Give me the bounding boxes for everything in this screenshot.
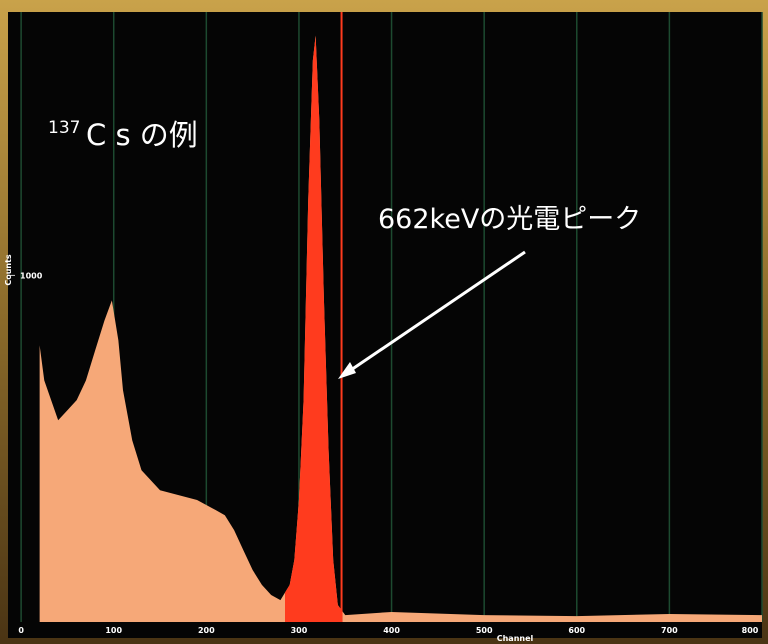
x-tick-label: 700 bbox=[661, 626, 678, 635]
x-tick-label: 600 bbox=[568, 626, 585, 635]
x-axis-label: Channel bbox=[497, 634, 534, 643]
annotation-peak: 662keVの光電ピーク bbox=[378, 204, 641, 235]
x-tick-label: 400 bbox=[383, 626, 400, 635]
x-tick-label: 300 bbox=[291, 626, 308, 635]
x-tick-label: 100 bbox=[105, 626, 122, 635]
roi-band bbox=[285, 621, 341, 622]
page: 137 C s の例 662keVの光電ピーク Counts Channel 0… bbox=[0, 0, 768, 644]
x-tick-label: 0 bbox=[18, 626, 24, 635]
y-tick-label: 1000 bbox=[20, 271, 43, 280]
annotation-isotope: C s の例 bbox=[86, 118, 198, 152]
annotation-mass: 137 bbox=[48, 118, 80, 138]
x-tick-label: 500 bbox=[476, 626, 493, 635]
chart: 137 C s の例 662keVの光電ピーク Counts Channel 0… bbox=[0, 0, 768, 644]
x-tick-label: 200 bbox=[198, 626, 215, 635]
x-tick-label: 800 bbox=[742, 626, 759, 635]
y-axis-label: Counts bbox=[4, 254, 13, 286]
